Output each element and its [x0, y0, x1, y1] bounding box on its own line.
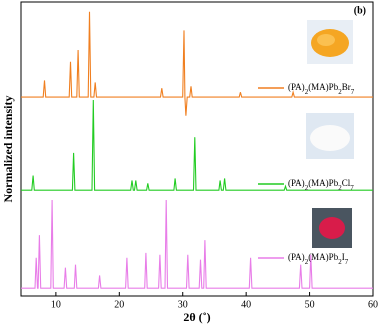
y-axis-label: Normalized intensity — [1, 96, 15, 203]
x-tick-label: 50 — [305, 299, 315, 310]
legend-label: (PA)2(MA)Pb2Br7 — [288, 82, 355, 96]
x-tick-label: 60 — [368, 299, 378, 310]
x-tick-label: 20 — [114, 299, 124, 310]
plot-frame — [20, 1, 374, 297]
photo-orange — [307, 20, 353, 64]
x-tick-label: 10 — [51, 299, 61, 310]
series-line — [21, 199, 373, 289]
x-tick-label: 30 — [178, 299, 188, 310]
photo-red — [312, 208, 352, 248]
x-tick-label: 40 — [241, 299, 251, 310]
photo-white — [306, 113, 354, 159]
series-line — [21, 99, 373, 191]
legend-label: (PA)2(MA)Pb2I7 — [288, 252, 349, 266]
x-axis-label: 2θ (˚) — [183, 310, 210, 324]
series-line — [21, 11, 373, 116]
panel-label: (b) — [354, 5, 366, 16]
legend-label: (PA)2(MA)Pb2Cl7 — [288, 178, 354, 192]
